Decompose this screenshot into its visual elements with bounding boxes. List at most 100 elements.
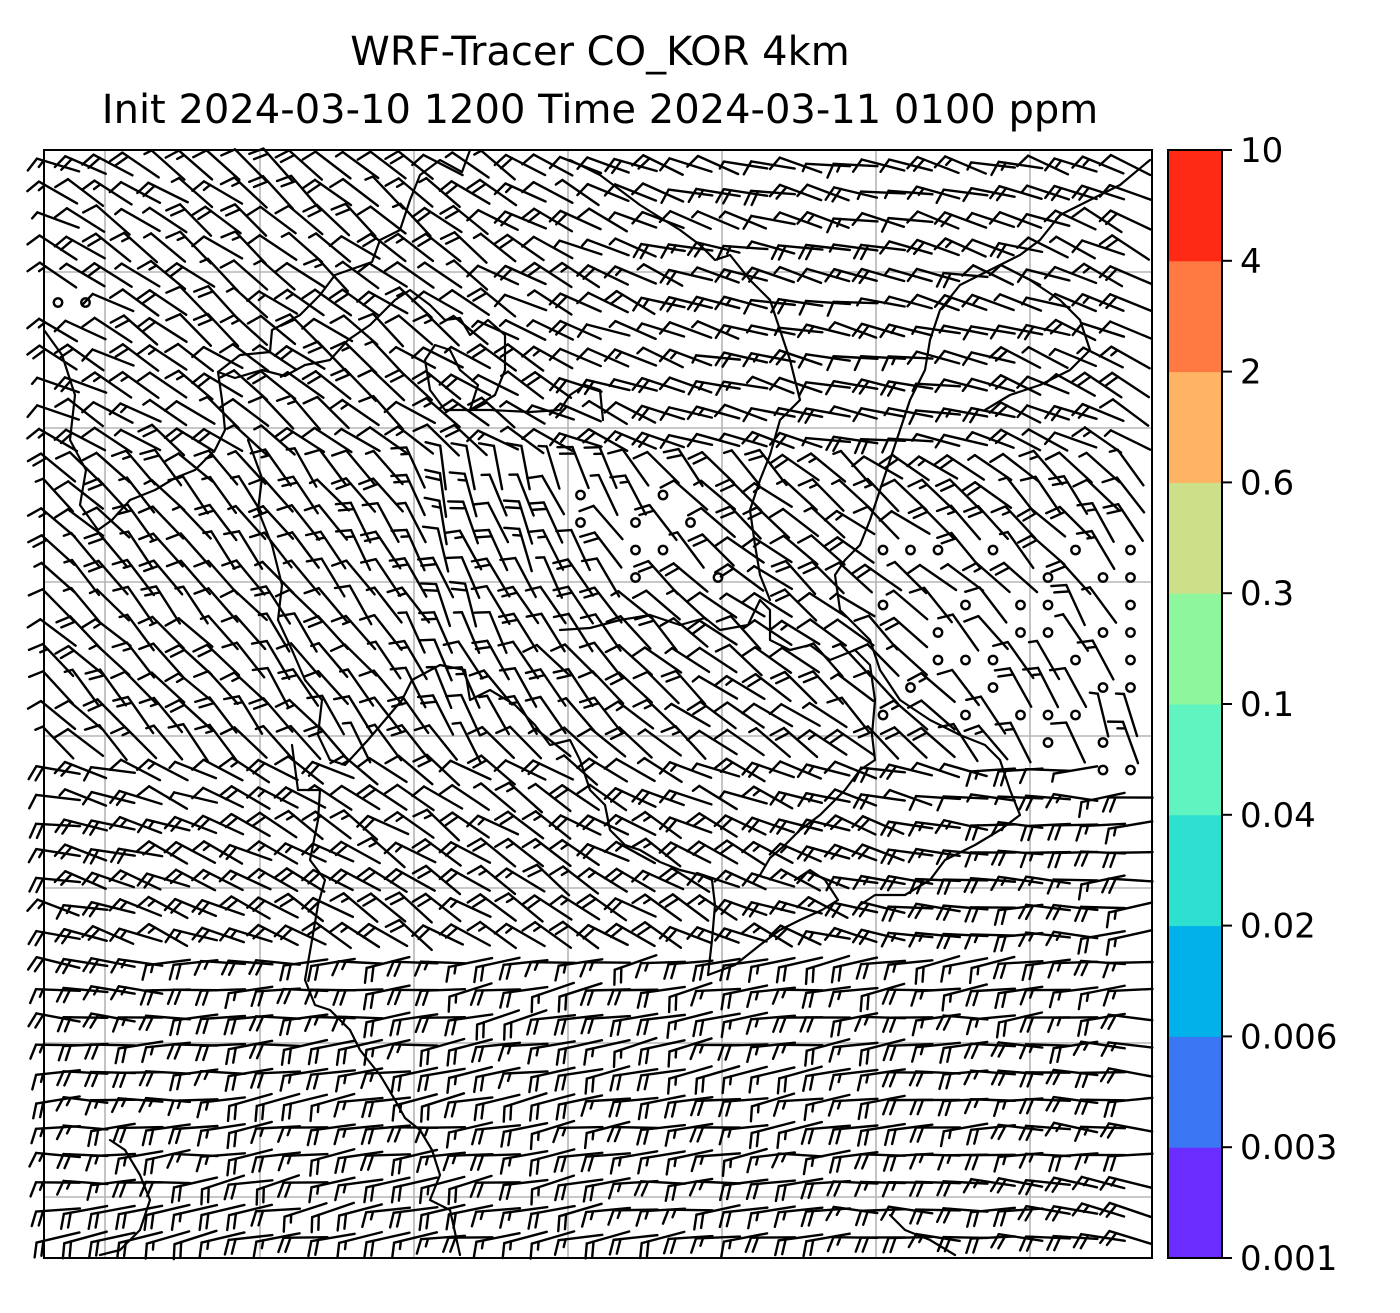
wind-barb [470, 1206, 522, 1228]
wind-barb [691, 354, 742, 364]
wind-barb [361, 1096, 412, 1119]
wind-barb [548, 209, 602, 231]
wind-barb [62, 586, 101, 624]
wind-barb [906, 563, 958, 592]
wind-barb [1045, 1205, 1099, 1222]
calm-circle [987, 682, 999, 693]
calm-circle [932, 544, 944, 556]
wind-barb [878, 453, 930, 482]
wind-barb [301, 920, 352, 950]
wind-barb [1075, 529, 1116, 571]
wind-barb [277, 1235, 329, 1254]
wind-barb [55, 957, 109, 975]
wind-barb [907, 478, 956, 512]
wind-barb [411, 892, 462, 923]
colorbar-tick-label: 10 [1240, 131, 1283, 171]
wind-barb [935, 904, 989, 921]
colorbar-segment [1168, 814, 1222, 927]
wind-barb [686, 591, 738, 619]
wind-barb [963, 1069, 1017, 1086]
wind-barb [1019, 475, 1062, 515]
wind-barb [800, 1124, 852, 1145]
coastline-taiwan [98, 1138, 152, 1257]
wind-barb [665, 1149, 714, 1176]
wind-barb [1098, 320, 1153, 340]
wind-barb [768, 349, 823, 366]
wind-barb [609, 1012, 659, 1038]
wind-barb [693, 1204, 741, 1231]
wind-barb [964, 823, 1017, 841]
calm-circle [80, 297, 91, 308]
wind-barb [941, 983, 988, 1012]
wind-barb [357, 312, 405, 348]
calm-circle [960, 599, 971, 611]
wind-barb [851, 455, 904, 480]
calm-circle [1125, 544, 1136, 556]
wind-barb [196, 1123, 246, 1147]
wind-barb [713, 674, 766, 701]
wind-barb [989, 184, 1043, 202]
wind-barb [772, 1016, 824, 1033]
wind-barb [936, 795, 989, 812]
wind-barb [420, 1092, 466, 1123]
wind-barb [466, 287, 517, 318]
wind-barb [27, 670, 75, 705]
wind-barb [329, 809, 379, 841]
wind-barb [529, 1230, 576, 1260]
wind-barb [498, 319, 547, 341]
wind-barb [537, 444, 561, 490]
wind-barb [390, 446, 426, 489]
wind-barb [226, 1203, 274, 1232]
wind-barb [658, 321, 713, 339]
wind-barb [303, 257, 350, 293]
wind-barb [853, 355, 907, 372]
wind-barb [473, 1093, 521, 1122]
wind-barb [938, 324, 989, 336]
wind-barb [358, 394, 404, 431]
wind-barb [768, 376, 823, 394]
wind-barb [1047, 850, 1099, 869]
wind-barb [109, 314, 159, 346]
wind-barb [909, 1153, 962, 1170]
calm-circle [877, 709, 889, 721]
wind-barb [796, 183, 850, 202]
wind-barb [118, 476, 156, 514]
wind-barb [388, 639, 428, 681]
wind-barb [415, 1234, 467, 1255]
wind-barb [384, 425, 435, 455]
wind-barb [384, 918, 433, 952]
wind-barb [58, 788, 108, 807]
wind-barb [28, 793, 82, 810]
wind-barb [494, 343, 545, 372]
wind-barb [469, 1181, 522, 1198]
wind-barb [853, 614, 899, 651]
wind-barb [136, 840, 189, 865]
wind-barb [882, 1016, 934, 1033]
wind-barb [879, 323, 934, 339]
wind-barb [108, 869, 162, 891]
wind-barb [390, 528, 426, 572]
wind-barb [1102, 987, 1154, 1007]
wind-barb [521, 261, 573, 289]
wind-barb [277, 1152, 329, 1172]
wind-barb [717, 1043, 769, 1061]
wind-barb [961, 238, 1015, 257]
wind-barb [549, 726, 598, 759]
wind-barb [356, 784, 408, 811]
wind-barb [54, 397, 105, 428]
wind-barb [714, 643, 763, 677]
wind-barb [774, 1233, 824, 1257]
wind-barb [33, 1231, 81, 1259]
wind-barb [718, 160, 769, 170]
wind-barb [224, 985, 274, 1010]
wind-barb [993, 667, 1033, 708]
wind-barb [993, 1097, 1044, 1118]
wind-barb [713, 839, 766, 866]
wind-barb [439, 314, 489, 346]
wind-barb [274, 204, 324, 236]
wind-barb [1016, 507, 1067, 538]
wind-barb [964, 906, 1017, 923]
wind-barb [246, 896, 299, 919]
coastline-russia-east [568, 158, 802, 602]
wind-barb [935, 188, 989, 205]
